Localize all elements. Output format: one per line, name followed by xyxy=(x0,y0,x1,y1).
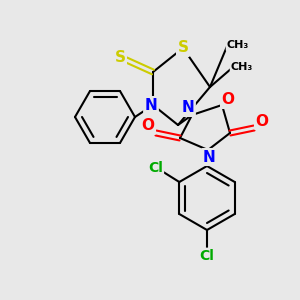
Text: O: O xyxy=(221,92,235,107)
Text: CH₃: CH₃ xyxy=(227,40,249,50)
Text: S: S xyxy=(115,50,125,65)
Text: N: N xyxy=(202,149,215,164)
Text: N: N xyxy=(145,98,158,112)
Text: CH₃: CH₃ xyxy=(231,62,253,72)
Text: O: O xyxy=(256,113,268,128)
Text: S: S xyxy=(178,40,188,56)
Text: N: N xyxy=(182,100,194,116)
Text: Cl: Cl xyxy=(200,249,214,263)
Text: O: O xyxy=(142,118,154,134)
Text: Cl: Cl xyxy=(148,161,163,175)
